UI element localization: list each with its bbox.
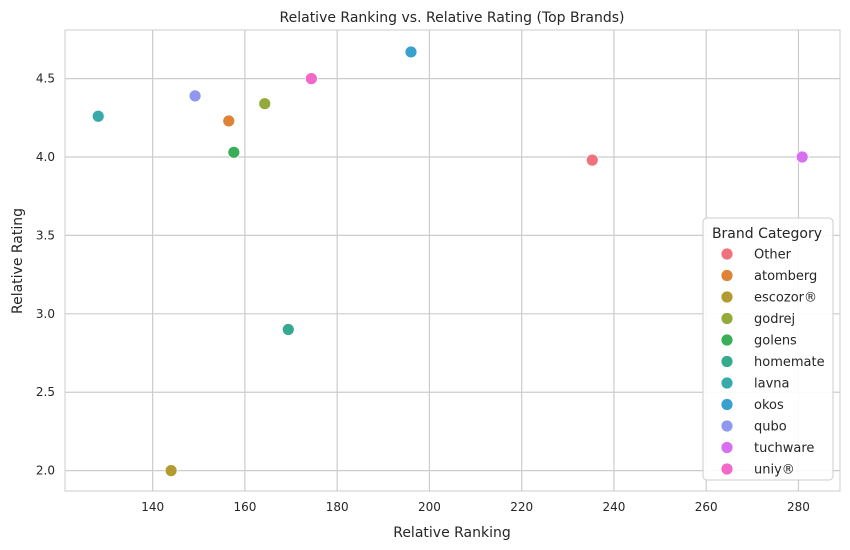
data-point	[188, 89, 202, 103]
x-tick-label: 180	[326, 500, 349, 514]
data-point	[404, 45, 418, 59]
y-axis-label: Relative Rating	[10, 208, 26, 314]
data-point	[227, 145, 241, 159]
x-tick-label: 240	[603, 500, 626, 514]
legend-marker	[720, 247, 734, 261]
legend-label: atomberg	[754, 269, 817, 284]
x-tick-label: 140	[141, 500, 164, 514]
legend-label: Other	[754, 248, 792, 263]
x-axis-label: Relative Ranking	[393, 525, 511, 541]
legend-label: qubo	[754, 420, 787, 435]
y-tick-label: 3.0	[36, 307, 55, 321]
data-point	[222, 114, 236, 128]
legend-title: Brand Category	[712, 226, 822, 242]
x-axis-ticks: 140 160 180 200 220 240 260 280	[141, 500, 810, 514]
legend-marker	[720, 462, 734, 476]
data-point	[164, 464, 178, 478]
x-tick-label: 200	[418, 500, 441, 514]
data-point	[281, 323, 295, 336]
x-tick-label: 220	[510, 500, 533, 514]
legend-marker	[720, 269, 734, 282]
data-point	[91, 109, 105, 123]
x-tick-label: 160	[233, 500, 256, 514]
legend-marker	[720, 333, 734, 347]
data-point	[795, 150, 809, 164]
legend-marker	[720, 290, 734, 304]
legend-items: Other atomberg escozor® godrej golens homemat…	[720, 247, 825, 478]
legend-label: godrej	[754, 312, 795, 327]
y-tick-label: 2.0	[36, 464, 55, 478]
legend-label: homemate	[754, 355, 825, 370]
x-tick-label: 280	[787, 500, 810, 514]
legend-label: uniy®	[754, 463, 795, 478]
legend-label: okos	[754, 398, 784, 413]
legend-marker	[720, 376, 734, 390]
y-tick-label: 2.5	[36, 385, 55, 399]
legend-marker	[720, 355, 734, 368]
legend-marker	[720, 441, 734, 454]
y-tick-label: 4.5	[36, 72, 55, 86]
data-point	[585, 153, 599, 167]
legend: Brand Category Other atomberg escozor® godr…	[702, 217, 834, 481]
legend-label: tuchware	[754, 441, 814, 456]
legend-label: golens	[754, 334, 797, 349]
data-points	[91, 45, 809, 478]
y-tick-label: 4.0	[36, 150, 55, 164]
chart-title: Relative Ranking vs. Relative Rating (To…	[280, 10, 625, 26]
y-axis-ticks: 2.0 2.5 3.0 3.5 4.0 4.5	[36, 72, 55, 478]
legend-label: escozor®	[754, 291, 817, 306]
legend-marker	[720, 312, 734, 325]
y-tick-label: 3.5	[36, 228, 55, 242]
data-point	[258, 97, 272, 111]
data-point	[304, 72, 318, 86]
legend-marker	[720, 419, 734, 433]
x-tick-label: 260	[695, 500, 718, 514]
legend-marker	[720, 398, 734, 411]
legend-label: lavna	[754, 377, 789, 392]
legend-box	[702, 217, 834, 481]
